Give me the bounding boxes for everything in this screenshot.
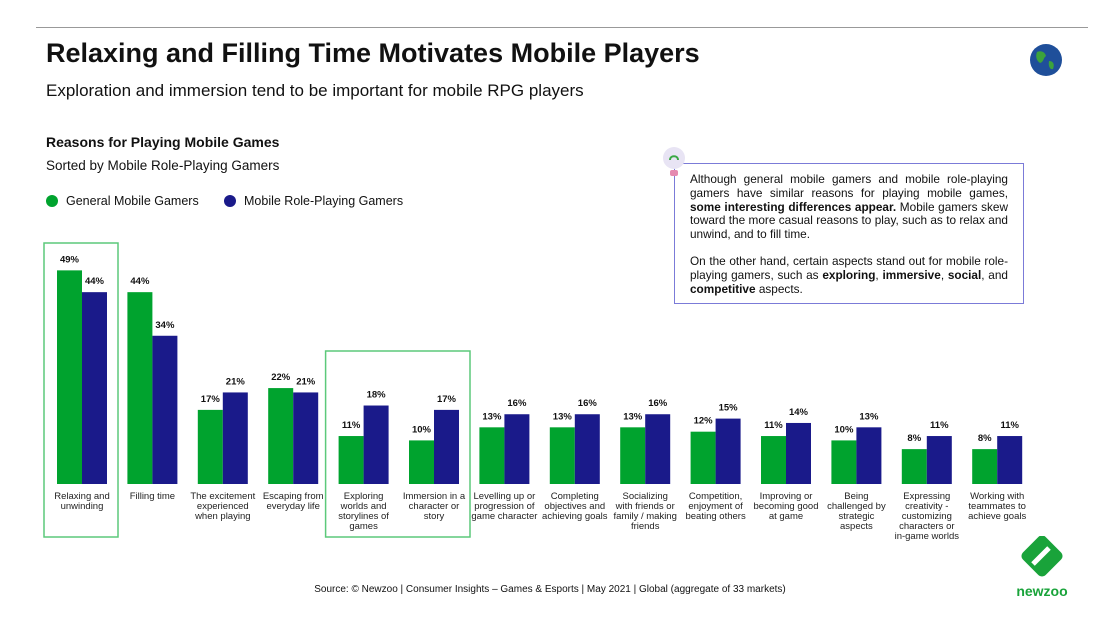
bar-rpg [434, 409, 459, 484]
bar-rpg [504, 414, 530, 484]
bar-rpg [856, 427, 882, 484]
newzoo-logo: newzoo [1016, 536, 1068, 599]
highlight-box [43, 242, 119, 538]
legend-label: General Mobile Gamers [66, 194, 199, 208]
category-label: Working with teammates to achieve goals [968, 491, 1026, 522]
bar-rpg [222, 392, 248, 484]
bar-general [831, 440, 857, 484]
data-label: 13% [859, 411, 879, 422]
bar-general [690, 431, 716, 484]
bar-general [972, 449, 998, 484]
svg-text:newzoo: newzoo [1016, 583, 1067, 599]
category-label: Relaxing and unwinding [54, 491, 109, 512]
category-label: Competition, enjoyment of beating others [685, 491, 745, 522]
data-label: 11% [342, 420, 361, 431]
bar-general [409, 440, 434, 484]
bar-general [127, 292, 153, 484]
page-subtitle: Exploration and immersion tend to be imp… [46, 81, 584, 100]
data-label: 21% [296, 376, 316, 387]
category-label: Improving or becoming good at game [754, 491, 819, 522]
data-label: 13% [553, 411, 573, 422]
bar-rpg [293, 392, 319, 484]
lightbulb-icon [663, 147, 685, 176]
data-label: 10% [834, 424, 854, 435]
bar-general [479, 427, 505, 484]
bar-general [268, 388, 294, 484]
data-label: 17% [201, 394, 221, 405]
legend-general: General Mobile Gamers [46, 194, 199, 208]
chart-title: Reasons for Playing Mobile Games [46, 134, 280, 150]
data-label: 12% [694, 416, 714, 427]
bar-general [197, 409, 223, 484]
bar-rpg [786, 422, 811, 484]
data-label: 11% [1000, 420, 1019, 431]
bar-rpg [574, 414, 600, 484]
category-label: Filling time [130, 491, 175, 502]
bar-general [57, 270, 82, 484]
bar-general [761, 436, 786, 484]
category-label: Expressing creativity -customizing charact… [895, 491, 960, 542]
data-label: 16% [578, 398, 598, 409]
chart-subtitle: Sorted by Mobile Role-Playing Gamers [46, 158, 280, 173]
legend-swatch-rpg [224, 195, 236, 207]
data-label: 8% [978, 433, 992, 444]
data-label: 49% [60, 254, 80, 265]
data-label: 15% [719, 403, 739, 414]
bar-rpg [645, 414, 671, 484]
data-label: 17% [437, 394, 457, 405]
legend-rpg: Mobile Role-Playing Gamers [224, 194, 403, 208]
highlight-box [324, 350, 471, 538]
bar-general [901, 449, 927, 484]
legend-swatch-general [46, 195, 58, 207]
category-label: The excitement experienced when playing [190, 491, 255, 522]
source-note: Source: © Newzoo | Consumer Insights – G… [314, 584, 786, 595]
data-label: 13% [623, 411, 643, 422]
data-label: 44% [85, 276, 105, 287]
bar-rpg [363, 405, 389, 484]
data-label: 34% [155, 320, 175, 331]
bar-rpg [926, 436, 952, 484]
data-label: 21% [226, 376, 246, 387]
data-label: 13% [482, 411, 502, 422]
category-label: Socializing with friends or family / makin… [614, 491, 677, 532]
data-label: 11% [930, 420, 949, 431]
bar-rpg [82, 292, 107, 484]
category-label: Exploring worlds and storylines of games [338, 491, 389, 532]
data-label: 16% [507, 398, 527, 409]
bar-rpg [152, 335, 178, 484]
data-label: 18% [367, 390, 387, 401]
data-label: 14% [789, 407, 809, 418]
data-label: 8% [907, 433, 921, 444]
category-label: Being challenged by strategic aspects [827, 491, 886, 532]
category-label: Completing objectives and achieving goals [542, 491, 608, 522]
page-title: Relaxing and Filling Time Motivates Mobi… [46, 38, 700, 68]
top-divider [36, 27, 1088, 28]
bar-rpg [715, 418, 741, 484]
data-label: 10% [412, 424, 432, 435]
bar-rpg [997, 436, 1023, 484]
bar-general [338, 436, 364, 484]
category-label: Levelling up or progression of game charac… [471, 491, 537, 522]
bar-chart: 49% 44% Relaxing and unwinding 44% 34% Filling… [43, 242, 1026, 542]
data-label: 16% [648, 398, 668, 409]
data-label: 11% [764, 420, 783, 431]
globe-icon [1030, 44, 1062, 76]
data-label: 22% [271, 372, 291, 383]
bar-general [620, 427, 646, 484]
category-label: Escaping from everyday life [263, 491, 324, 512]
bar-general [549, 427, 575, 484]
legend-label: Mobile Role-Playing Gamers [244, 194, 404, 208]
insight-box: Although general mobile gamers and mobil… [674, 163, 1024, 304]
data-label: 44% [130, 276, 150, 287]
category-label: Immersion in a character or story [403, 491, 466, 522]
